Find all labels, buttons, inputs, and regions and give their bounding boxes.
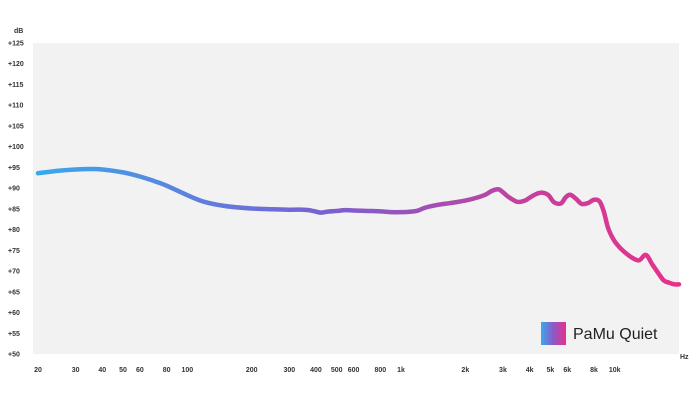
x-tick-label: 80 [163, 367, 171, 374]
x-tick-label: 400 [310, 367, 322, 374]
x-tick-label: 200 [246, 367, 258, 374]
y-axis-ticks: +50 +55 +60 +65 +70 +75 +80 +85 +90 +95 +100 +105 +1… [8, 41, 24, 359]
x-tick-label: 600 [348, 367, 360, 374]
y-tick-label: +125 [8, 41, 24, 48]
plot-background [33, 43, 679, 354]
y-tick-label: +90 [8, 186, 20, 193]
x-tick-label: 5k [546, 367, 554, 374]
x-tick-label: 2k [461, 367, 469, 374]
y-tick-label: +50 [8, 352, 20, 359]
x-tick-label: 8k [590, 367, 598, 374]
x-axis-unit: Hz [680, 354, 689, 361]
x-tick-label: 40 [98, 367, 106, 374]
x-tick-label: 3k [499, 367, 507, 374]
x-tick-label: 800 [374, 367, 386, 374]
y-tick-label: +55 [8, 331, 20, 338]
y-tick-label: +115 [8, 82, 23, 89]
x-tick-label: 20 [34, 367, 42, 374]
x-tick-label: 500 [331, 367, 343, 374]
legend-swatch [541, 322, 566, 345]
y-axis-unit: dB [14, 28, 23, 35]
legend-label: PaMu Quiet [573, 326, 658, 343]
x-tick-label: 6k [563, 367, 571, 374]
y-tick-label: +65 [8, 289, 20, 296]
x-tick-label: 60 [136, 367, 144, 374]
y-tick-label: +80 [8, 227, 20, 234]
x-axis-ticks: 20 30 40 50 60 80 100 200 300 400 500 600 800 1k 2k 3k 4… [34, 367, 621, 374]
x-tick-label: 1k [397, 367, 405, 374]
x-tick-label: 30 [72, 367, 80, 374]
x-tick-label: 100 [182, 367, 194, 374]
y-tick-label: +70 [8, 269, 20, 276]
legend: PaMu Quiet [541, 322, 658, 345]
y-tick-label: +120 [8, 61, 24, 68]
y-tick-label: +110 [8, 103, 23, 110]
x-tick-label: 4k [526, 367, 534, 374]
y-tick-label: +85 [8, 206, 20, 213]
y-tick-label: +105 [8, 123, 24, 130]
y-tick-label: +95 [8, 165, 20, 172]
x-tick-label: 300 [283, 367, 295, 374]
x-tick-label: 10k [609, 367, 621, 374]
y-tick-label: +100 [8, 144, 24, 151]
y-tick-label: +75 [8, 248, 20, 255]
x-tick-label: 50 [119, 367, 127, 374]
y-tick-label: +60 [8, 310, 20, 317]
series-line-pamu-quiet [35, 166, 682, 287]
